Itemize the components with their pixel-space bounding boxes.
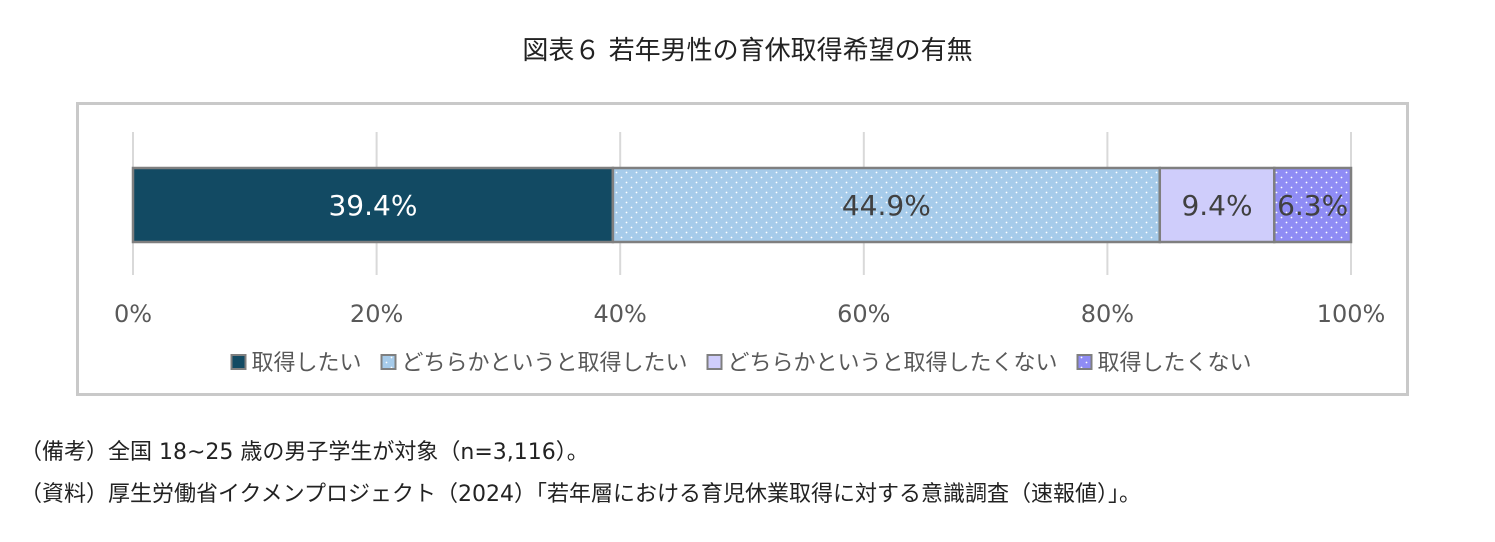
data-label: 39.4% xyxy=(328,189,417,222)
legend-label: どちらかというと取得したくない xyxy=(728,351,1058,376)
chart-title: 図表６ 若年男性の育休取得希望の有無 xyxy=(522,36,973,66)
x-tick-label: 20% xyxy=(350,300,403,328)
x-tick-label: 100% xyxy=(1317,300,1386,328)
data-label: 9.4% xyxy=(1181,189,1252,222)
legend-swatch xyxy=(1076,354,1093,370)
x-tick-label: 0% xyxy=(114,300,152,328)
data-label: 6.3% xyxy=(1277,189,1348,222)
bar-segment xyxy=(131,166,615,244)
stacked-bar-chart: 39.4% 44.9% 9.4% 6.3% 0% 20% 40% 60% 80% 100% 取得… xyxy=(114,132,1386,376)
data-label: 44.9% xyxy=(842,189,931,222)
x-tick-label: 40% xyxy=(594,300,647,328)
legend-swatch xyxy=(380,354,397,370)
legend-swatch xyxy=(230,354,247,370)
bar-segment xyxy=(1273,166,1353,244)
legend-label: どちらかというと取得したい xyxy=(402,351,688,376)
legend-label: 取得したくない xyxy=(1098,351,1252,376)
legend-swatch xyxy=(706,354,723,370)
note-source: （資料）厚生労働省イクメンプロジェクト（2024）「若年層における育児休業取得に… xyxy=(20,482,1142,507)
legend-label: 取得したい xyxy=(252,351,362,376)
x-tick-label: 60% xyxy=(837,300,890,328)
notes: （備考）全国 18~25 歳の男子学生が対象（n=3,116）。 （資料）厚生労… xyxy=(20,432,1141,516)
x-tick-label: 80% xyxy=(1081,300,1134,328)
note-remarks: （備考）全国 18~25 歳の男子学生が対象（n=3,116）。 xyxy=(20,440,589,465)
chart-area: 39.4% 44.9% 9.4% 6.3% 0% 20% 40% 60% 80% 100% 取得… xyxy=(76,102,1409,396)
